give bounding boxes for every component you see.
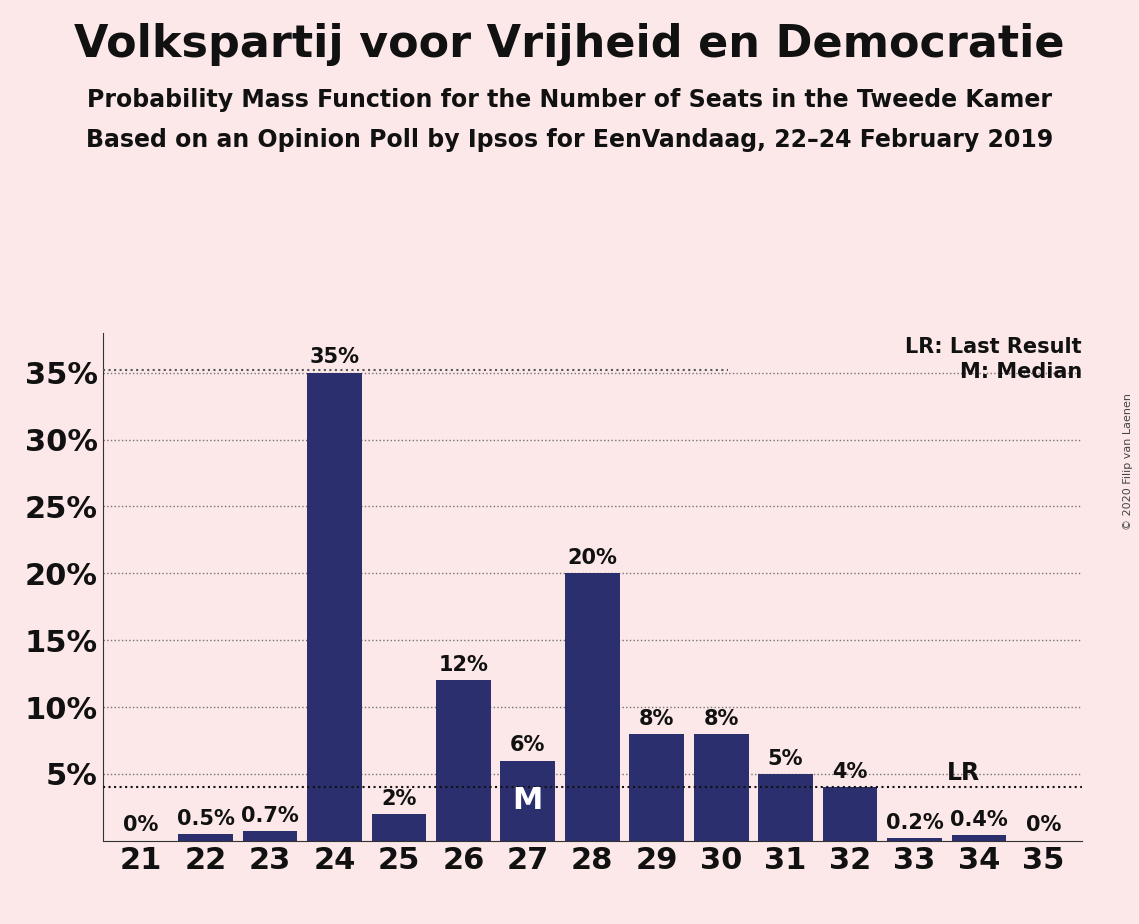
Bar [436, 680, 491, 841]
Text: 8%: 8% [639, 709, 674, 728]
Text: LR: Last Result: LR: Last Result [906, 336, 1082, 357]
Bar [243, 832, 297, 841]
Bar [887, 838, 942, 841]
Text: 8%: 8% [704, 709, 739, 728]
Text: M: M [513, 786, 543, 815]
Text: 0.2%: 0.2% [886, 813, 943, 833]
Text: 35%: 35% [310, 347, 360, 368]
Text: 0%: 0% [1026, 816, 1062, 835]
Bar [371, 814, 426, 841]
Text: Probability Mass Function for the Number of Seats in the Tweede Kamer: Probability Mass Function for the Number… [87, 88, 1052, 112]
Bar [759, 774, 813, 841]
Text: 0%: 0% [123, 816, 158, 835]
Text: Volkspartij voor Vrijheid en Democratie: Volkspartij voor Vrijheid en Democratie [74, 23, 1065, 67]
Text: 6%: 6% [510, 736, 546, 755]
Text: Based on an Opinion Poll by Ipsos for EenVandaag, 22–24 February 2019: Based on an Opinion Poll by Ipsos for Ee… [85, 128, 1054, 152]
Text: 12%: 12% [439, 655, 489, 675]
Bar [630, 734, 685, 841]
Bar [694, 734, 748, 841]
Text: © 2020 Filip van Laenen: © 2020 Filip van Laenen [1123, 394, 1133, 530]
Text: 2%: 2% [382, 789, 417, 808]
Bar [951, 835, 1007, 841]
Text: 5%: 5% [768, 748, 803, 769]
Text: LR: LR [947, 761, 980, 785]
Text: 0.5%: 0.5% [177, 808, 235, 829]
Bar [308, 372, 362, 841]
Text: 20%: 20% [567, 548, 617, 568]
Bar [565, 574, 620, 841]
Text: 4%: 4% [833, 762, 868, 782]
Text: M: Median: M: Median [960, 362, 1082, 382]
Text: 0.7%: 0.7% [241, 806, 298, 826]
Text: 0.4%: 0.4% [950, 810, 1008, 830]
Bar [178, 834, 233, 841]
Bar [500, 760, 555, 841]
Bar [822, 787, 877, 841]
